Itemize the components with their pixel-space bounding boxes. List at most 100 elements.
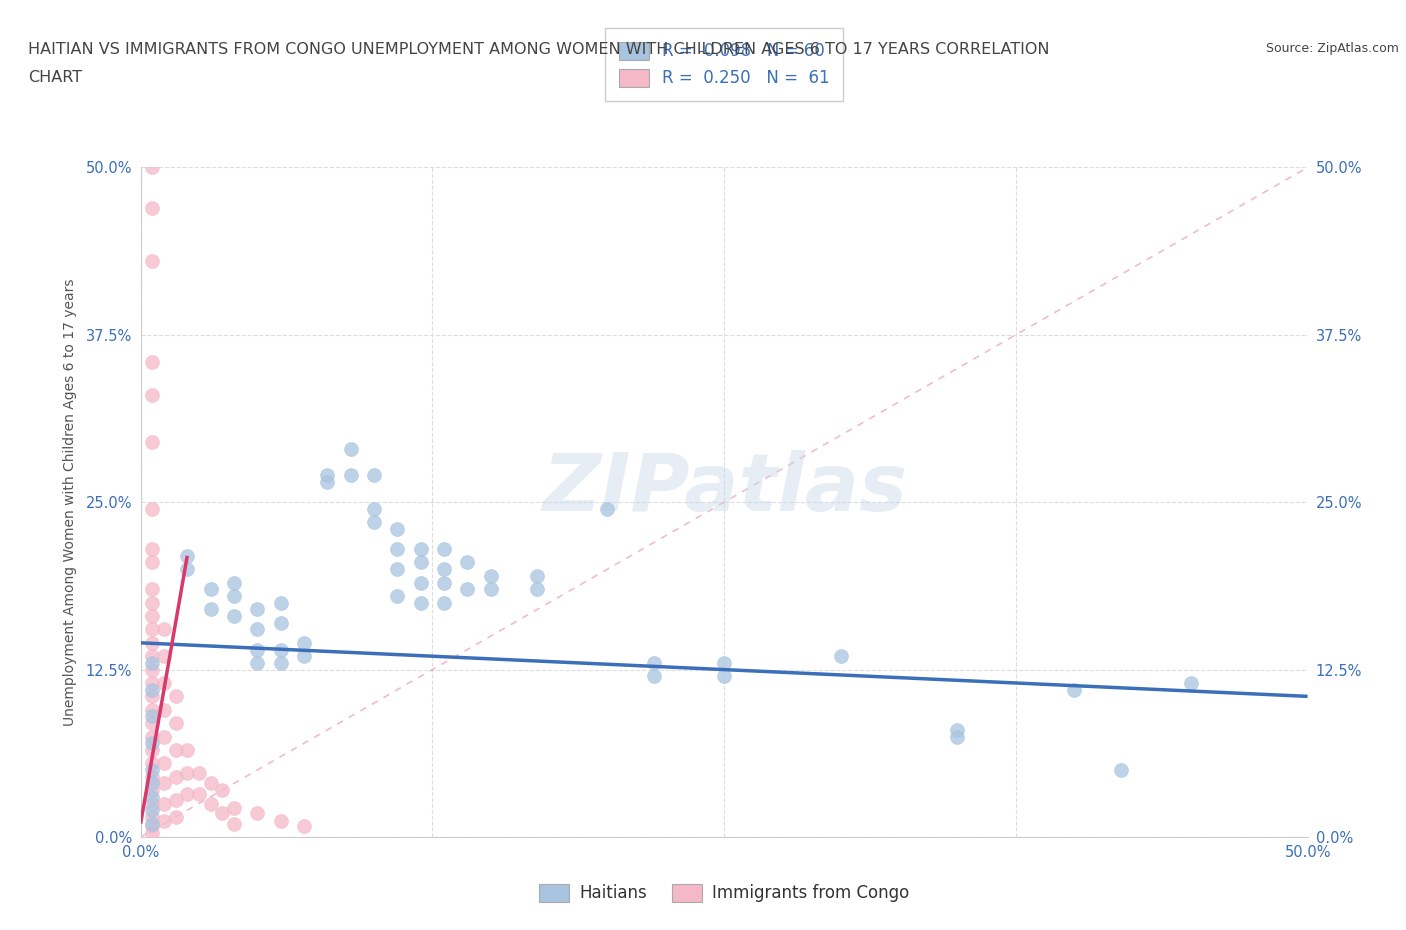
Point bbox=[141, 796, 163, 811]
Point bbox=[387, 589, 409, 604]
Point bbox=[222, 575, 245, 590]
Point bbox=[387, 541, 409, 556]
Point bbox=[188, 765, 211, 780]
Point bbox=[270, 595, 292, 610]
Point bbox=[141, 662, 163, 677]
Point bbox=[141, 763, 163, 777]
Point bbox=[246, 602, 269, 617]
Point bbox=[1180, 675, 1202, 690]
Point bbox=[141, 200, 163, 215]
Point bbox=[141, 541, 163, 556]
Y-axis label: Unemployment Among Women with Children Ages 6 to 17 years: Unemployment Among Women with Children A… bbox=[63, 278, 77, 726]
Point bbox=[165, 716, 187, 731]
Point bbox=[1109, 763, 1132, 777]
Point bbox=[141, 683, 163, 698]
Text: CHART: CHART bbox=[28, 70, 82, 85]
Point bbox=[433, 595, 456, 610]
Point bbox=[141, 595, 163, 610]
Point bbox=[141, 622, 163, 637]
Point bbox=[165, 792, 187, 807]
Point bbox=[141, 803, 163, 817]
Point bbox=[141, 776, 163, 790]
Point bbox=[526, 582, 548, 597]
Point bbox=[153, 814, 176, 829]
Point bbox=[141, 582, 163, 597]
Point bbox=[713, 656, 735, 671]
Point bbox=[141, 769, 163, 784]
Point bbox=[188, 787, 211, 802]
Point bbox=[946, 723, 969, 737]
Point bbox=[596, 501, 619, 516]
Point bbox=[270, 656, 292, 671]
Point bbox=[141, 716, 163, 731]
Point bbox=[479, 582, 502, 597]
Point bbox=[176, 742, 198, 757]
Point bbox=[946, 729, 969, 744]
Point bbox=[141, 702, 163, 717]
Point bbox=[246, 622, 269, 637]
Text: ZIPatlas: ZIPatlas bbox=[541, 450, 907, 528]
Point bbox=[479, 568, 502, 583]
Point bbox=[141, 160, 163, 175]
Text: Source: ZipAtlas.com: Source: ZipAtlas.com bbox=[1265, 42, 1399, 55]
Point bbox=[387, 562, 409, 577]
Point bbox=[387, 522, 409, 537]
Point bbox=[363, 515, 385, 530]
Point bbox=[141, 790, 163, 804]
Point bbox=[526, 568, 548, 583]
Point bbox=[409, 541, 432, 556]
Point bbox=[141, 729, 163, 744]
Point bbox=[316, 474, 339, 489]
Point bbox=[433, 562, 456, 577]
Point bbox=[363, 468, 385, 483]
Point bbox=[1063, 683, 1085, 698]
Point bbox=[222, 800, 245, 815]
Point bbox=[246, 642, 269, 657]
Point bbox=[141, 649, 163, 664]
Point bbox=[363, 501, 385, 516]
Point bbox=[165, 742, 187, 757]
Text: HAITIAN VS IMMIGRANTS FROM CONGO UNEMPLOYMENT AMONG WOMEN WITH CHILDREN AGES 6 T: HAITIAN VS IMMIGRANTS FROM CONGO UNEMPLO… bbox=[28, 42, 1050, 57]
Point bbox=[153, 675, 176, 690]
Point bbox=[222, 608, 245, 623]
Point bbox=[141, 689, 163, 704]
Point bbox=[409, 575, 432, 590]
Point bbox=[339, 468, 361, 483]
Point bbox=[141, 354, 163, 369]
Point bbox=[141, 818, 163, 833]
Point bbox=[643, 656, 665, 671]
Point bbox=[153, 622, 176, 637]
Point bbox=[200, 582, 222, 597]
Point bbox=[165, 689, 187, 704]
Point bbox=[830, 649, 852, 664]
Point bbox=[409, 595, 432, 610]
Point bbox=[222, 817, 245, 831]
Point bbox=[292, 635, 315, 650]
Point bbox=[200, 796, 222, 811]
Point bbox=[165, 769, 187, 784]
Point bbox=[153, 649, 176, 664]
Point bbox=[141, 254, 163, 269]
Point bbox=[433, 541, 456, 556]
Point bbox=[456, 555, 478, 570]
Point bbox=[270, 642, 292, 657]
Point bbox=[153, 796, 176, 811]
Point bbox=[141, 756, 163, 771]
Point bbox=[141, 608, 163, 623]
Point bbox=[153, 776, 176, 790]
Point bbox=[141, 809, 163, 824]
Point bbox=[176, 787, 198, 802]
Point bbox=[153, 729, 176, 744]
Point bbox=[141, 434, 163, 449]
Point bbox=[200, 776, 222, 790]
Point bbox=[176, 562, 198, 577]
Point bbox=[200, 602, 222, 617]
Point bbox=[433, 575, 456, 590]
Point bbox=[141, 501, 163, 516]
Point bbox=[141, 555, 163, 570]
Point bbox=[153, 702, 176, 717]
Point bbox=[176, 765, 198, 780]
Point bbox=[292, 818, 315, 833]
Point bbox=[211, 805, 233, 820]
Point bbox=[222, 589, 245, 604]
